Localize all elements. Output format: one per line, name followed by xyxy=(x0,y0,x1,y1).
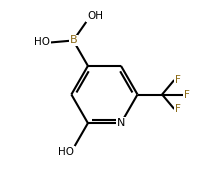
Text: N: N xyxy=(117,118,125,128)
Text: B: B xyxy=(69,36,77,46)
Text: F: F xyxy=(175,75,181,85)
Text: F: F xyxy=(175,104,181,114)
Text: HO: HO xyxy=(58,147,74,157)
Text: F: F xyxy=(184,90,190,99)
Text: OH: OH xyxy=(87,11,103,21)
Text: HO: HO xyxy=(34,37,50,47)
